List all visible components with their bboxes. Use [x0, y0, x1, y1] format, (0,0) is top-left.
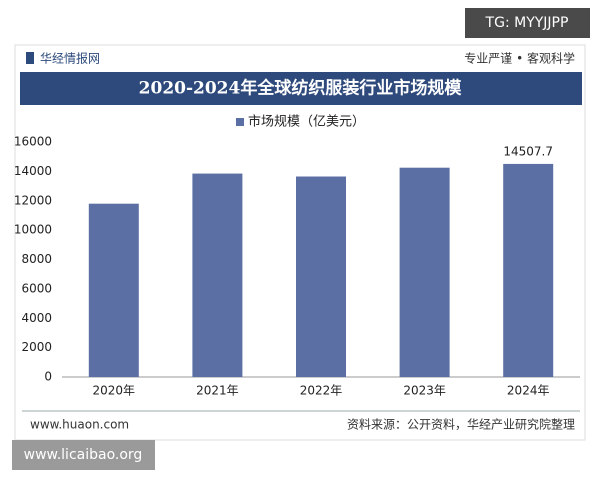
watermark: www.licaibao.org — [24, 447, 143, 463]
watermark-box — [12, 440, 155, 470]
bar — [503, 163, 554, 377]
legend-swatch — [236, 118, 244, 126]
x-tick-label: 2023年 — [403, 384, 446, 398]
y-tick-label: 10000 — [14, 223, 52, 237]
y-tick-label: 8000 — [21, 252, 52, 266]
x-tick-label: 2020年 — [93, 384, 136, 398]
watermark-box — [465, 8, 590, 38]
watermark: TG: MYYJJPP — [485, 15, 569, 31]
y-tick-label: 6000 — [21, 281, 52, 295]
y-tick-label: 14000 — [14, 164, 52, 178]
legend-label: 市场规模（亿美元） — [248, 114, 365, 130]
y-tick-label: 16000 — [14, 135, 52, 149]
x-tick-label: 2024年 — [507, 384, 550, 398]
logo — [26, 52, 34, 64]
y-tick-label: 2000 — [21, 340, 52, 354]
bar — [88, 203, 139, 377]
x-tick-label: 2021年 — [196, 384, 239, 398]
bar — [399, 167, 450, 377]
bar — [192, 173, 243, 377]
footer-source: 资料来源：公开资料，华经产业研究院整理 — [347, 417, 575, 432]
title-bar — [20, 72, 582, 105]
data-label: 14507.7 — [503, 144, 553, 158]
chart-title: 2020-2024年全球纺织服装行业市场规模 — [139, 78, 463, 99]
y-tick-label: 4000 — [21, 311, 52, 325]
slogan: 专业严谨 • 客观科学 — [464, 51, 575, 66]
y-tick-label: 12000 — [14, 193, 52, 207]
bar — [296, 176, 346, 377]
x-tick-label: 2022年 — [300, 384, 343, 398]
y-tick-label: 0 — [44, 370, 52, 384]
footer-site: www.huaon.com — [30, 418, 129, 432]
brand: 华经情报网 — [40, 51, 100, 66]
